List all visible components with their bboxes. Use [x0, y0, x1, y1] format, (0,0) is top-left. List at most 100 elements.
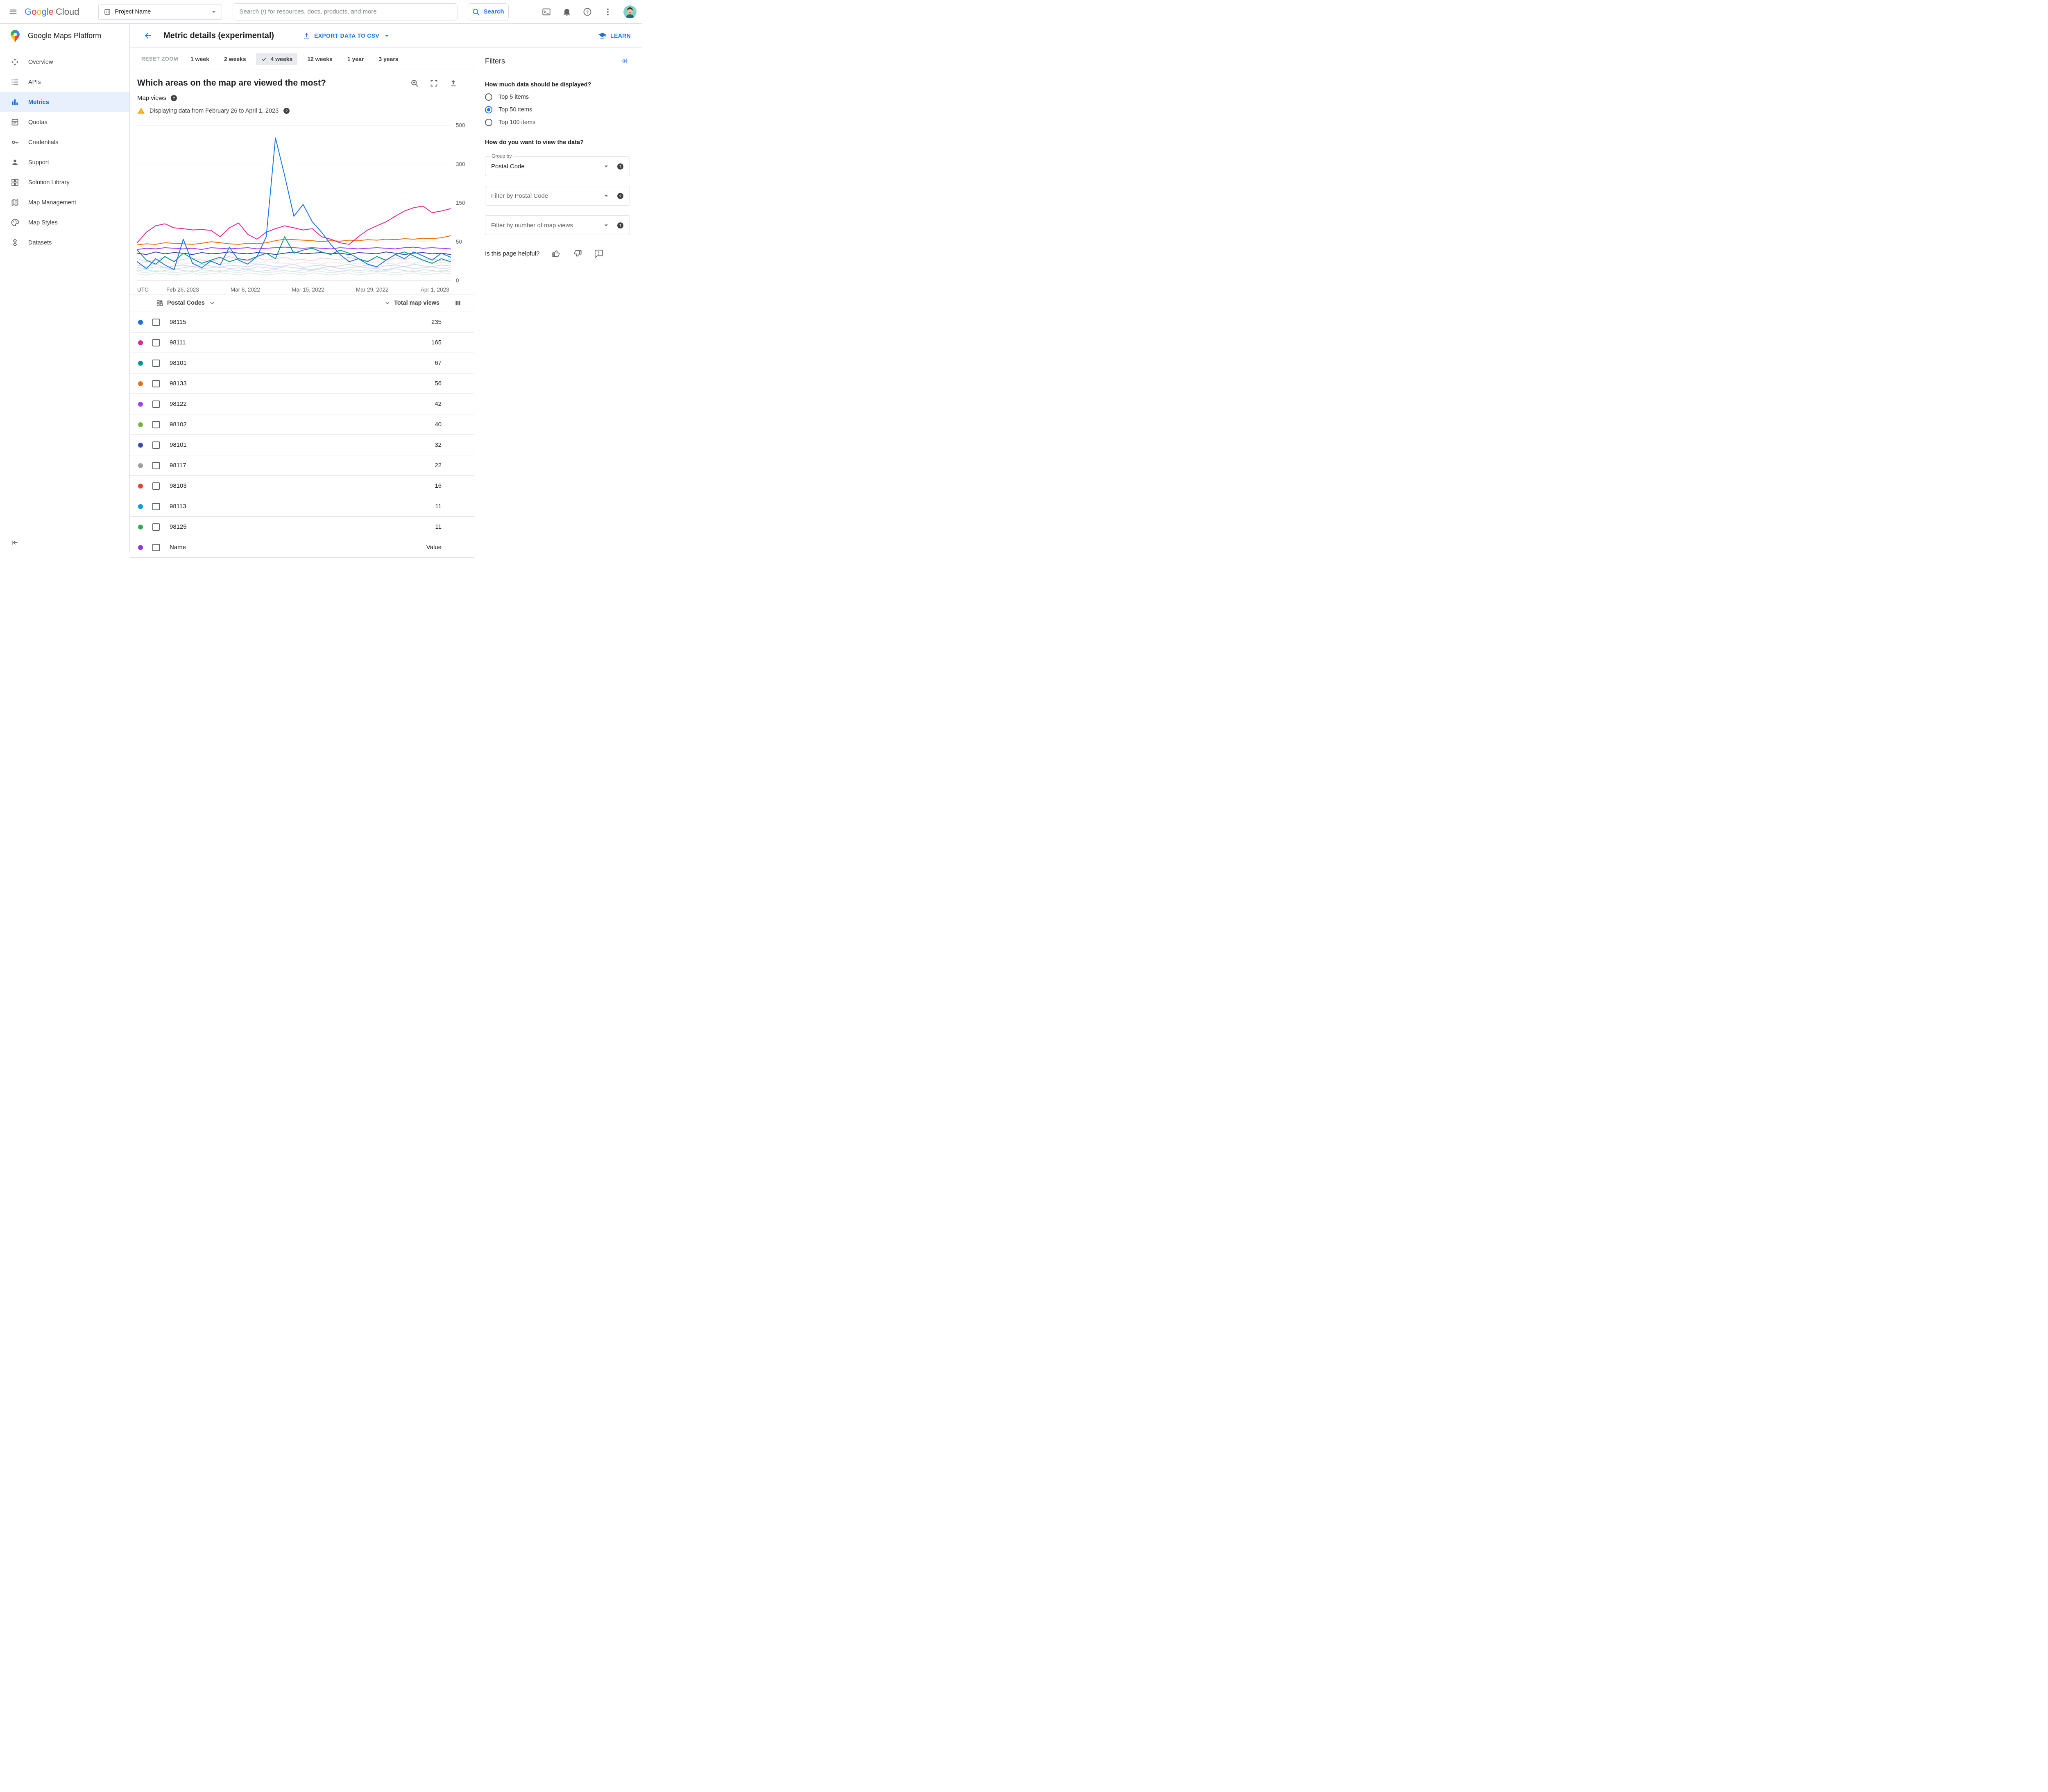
google-cloud-logo[interactable]: Google Cloud — [25, 7, 79, 17]
notifications-icon[interactable] — [559, 4, 575, 20]
row-checkbox[interactable] — [152, 462, 160, 469]
svg-text:Apr 1, 2023: Apr 1, 2023 — [421, 287, 449, 293]
search-input[interactable] — [232, 3, 458, 20]
row-checkbox[interactable] — [152, 441, 160, 449]
sidebar-item-overview[interactable]: Overview — [0, 52, 129, 72]
row-checkbox[interactable] — [152, 400, 160, 408]
row-checkbox[interactable] — [152, 339, 160, 346]
radio-button-icon[interactable] — [485, 106, 492, 113]
cloud-shell-icon[interactable] — [538, 4, 555, 20]
group-column-header[interactable]: Postal Codes — [156, 299, 216, 307]
caret-down-icon — [602, 162, 610, 170]
row-checkbox[interactable] — [152, 421, 160, 428]
hamburger-menu-icon[interactable] — [5, 4, 21, 20]
main-content: Metric details (experimental) EXPORT DAT… — [130, 24, 642, 558]
map-views-line-chart[interactable]: 0 50 150 300 500 UTC Feb 26, 2023 Mar 8, 2022 Ma… — [137, 120, 469, 294]
search-button[interactable]: Search — [467, 3, 509, 20]
table-row[interactable]: Name Value — [130, 537, 474, 558]
table-row[interactable]: 98115 235 — [130, 312, 474, 333]
map-views-filter-select[interactable]: Filter by number of map views ? — [485, 215, 630, 235]
project-name-label: Project Name — [115, 8, 151, 15]
row-checkbox[interactable] — [152, 380, 160, 387]
sidebar-item-map-management[interactable]: Map Management — [0, 192, 129, 213]
more-options-icon[interactable] — [600, 4, 616, 20]
column-settings-icon[interactable] — [454, 299, 462, 307]
postal-codes-icon — [156, 299, 163, 307]
radio-top-50-items[interactable]: Top 50 items — [485, 106, 630, 113]
reset-zoom-button[interactable]: RESET ZOOM — [141, 56, 178, 62]
warning-help-icon[interactable]: ? — [283, 107, 290, 114]
row-checkbox[interactable] — [152, 523, 160, 531]
thumb-down-icon[interactable] — [573, 249, 582, 258]
radio-button-icon[interactable] — [485, 93, 492, 101]
time-range-4-weeks[interactable]: 4 weeks — [256, 52, 298, 65]
series-color-dot — [138, 545, 143, 550]
postal-code-filter-select[interactable]: Filter by Postal Code ? — [485, 186, 630, 206]
sidebar-item-solution-library[interactable]: Solution Library — [0, 172, 129, 192]
series-color-dot — [138, 422, 143, 427]
sidebar-item-apis[interactable]: APIs — [0, 72, 129, 92]
sidebar-item-support[interactable]: Support — [0, 152, 129, 172]
table-row[interactable]: 98101 32 — [130, 435, 474, 455]
export-csv-button[interactable]: EXPORT DATA TO CSV — [303, 32, 390, 40]
sidebar-item-datasets[interactable]: Datasets — [0, 233, 129, 253]
table-row[interactable]: 98101 67 — [130, 353, 474, 373]
table-row[interactable]: 98111 165 — [130, 333, 474, 353]
table-row[interactable]: 98113 11 — [130, 496, 474, 517]
row-checkbox[interactable] — [152, 502, 160, 510]
thumb-up-icon[interactable] — [552, 249, 561, 258]
collapse-sidebar-icon[interactable] — [0, 533, 25, 552]
table-row[interactable]: 98103 16 — [130, 476, 474, 496]
solution-library-icon — [11, 178, 19, 187]
group-by-help-icon[interactable]: ? — [617, 163, 624, 170]
views-filter-help-icon[interactable]: ? — [617, 222, 624, 229]
map-views-value: 56 — [435, 380, 442, 387]
help-icon[interactable]: ? — [579, 4, 596, 20]
row-checkbox[interactable] — [152, 359, 160, 367]
svg-text:500: 500 — [456, 122, 465, 129]
row-checkbox[interactable] — [152, 543, 160, 551]
time-range-1-year[interactable]: 1 year — [342, 53, 369, 65]
table-row[interactable]: 98122 42 — [130, 394, 474, 414]
series-color-dot — [138, 463, 143, 468]
collapse-panel-icon[interactable] — [620, 56, 630, 66]
table-row[interactable]: 98133 56 — [130, 373, 474, 394]
radio-top-100-items[interactable]: Top 100 items — [485, 119, 630, 126]
chart-zoom-icon[interactable] — [410, 79, 419, 88]
postal-code-label: 98111 — [170, 339, 186, 346]
back-arrow-icon[interactable] — [141, 29, 154, 42]
time-range-3-years[interactable]: 3 years — [374, 53, 403, 65]
metric-help-icon[interactable]: ? — [170, 95, 177, 102]
sidebar-item-credentials[interactable]: Credentials — [0, 132, 129, 152]
table-row[interactable]: 98117 22 — [130, 455, 474, 476]
radio-top-5-items[interactable]: Top 5 items — [485, 93, 630, 101]
sidebar-item-map-styles[interactable]: Map Styles — [0, 213, 129, 233]
value-column-header[interactable]: Total map views — [384, 299, 440, 307]
sidebar-item-quotas[interactable]: Quotas — [0, 112, 129, 132]
views-filter-placeholder: Filter by number of map views — [491, 222, 573, 229]
time-range-2-weeks[interactable]: 2 weeks — [219, 53, 251, 65]
postal-code-label: 98101 — [170, 360, 187, 367]
product-title: Google Maps Platform — [28, 32, 102, 40]
feedback-icon[interactable] — [594, 249, 603, 258]
time-range-12-weeks[interactable]: 12 weeks — [302, 53, 338, 65]
project-selector[interactable]: Project Name — [98, 4, 222, 20]
time-range-1-week[interactable]: 1 week — [186, 53, 214, 65]
export-csv-label: EXPORT DATA TO CSV — [314, 32, 379, 39]
postal-filter-help-icon[interactable]: ? — [617, 192, 624, 199]
row-checkbox[interactable] — [152, 318, 160, 326]
map-views-value: 32 — [435, 441, 442, 448]
radio-button-icon[interactable] — [485, 119, 492, 126]
project-icon — [104, 8, 111, 16]
sidebar-item-metrics[interactable]: Metrics — [0, 92, 129, 112]
learn-button[interactable]: LEARN — [598, 32, 631, 40]
chart-export-icon[interactable] — [449, 79, 458, 88]
radio-label: Top 100 items — [498, 119, 536, 126]
svg-text:Feb 26, 2023: Feb 26, 2023 — [166, 287, 199, 293]
fullscreen-icon[interactable] — [430, 79, 438, 88]
group-by-select[interactable]: Group by Postal Code ? — [485, 153, 630, 176]
table-row[interactable]: 98102 40 — [130, 414, 474, 435]
row-checkbox[interactable] — [152, 482, 160, 490]
table-row[interactable]: 98125 11 — [130, 517, 474, 537]
user-avatar[interactable] — [623, 5, 637, 18]
